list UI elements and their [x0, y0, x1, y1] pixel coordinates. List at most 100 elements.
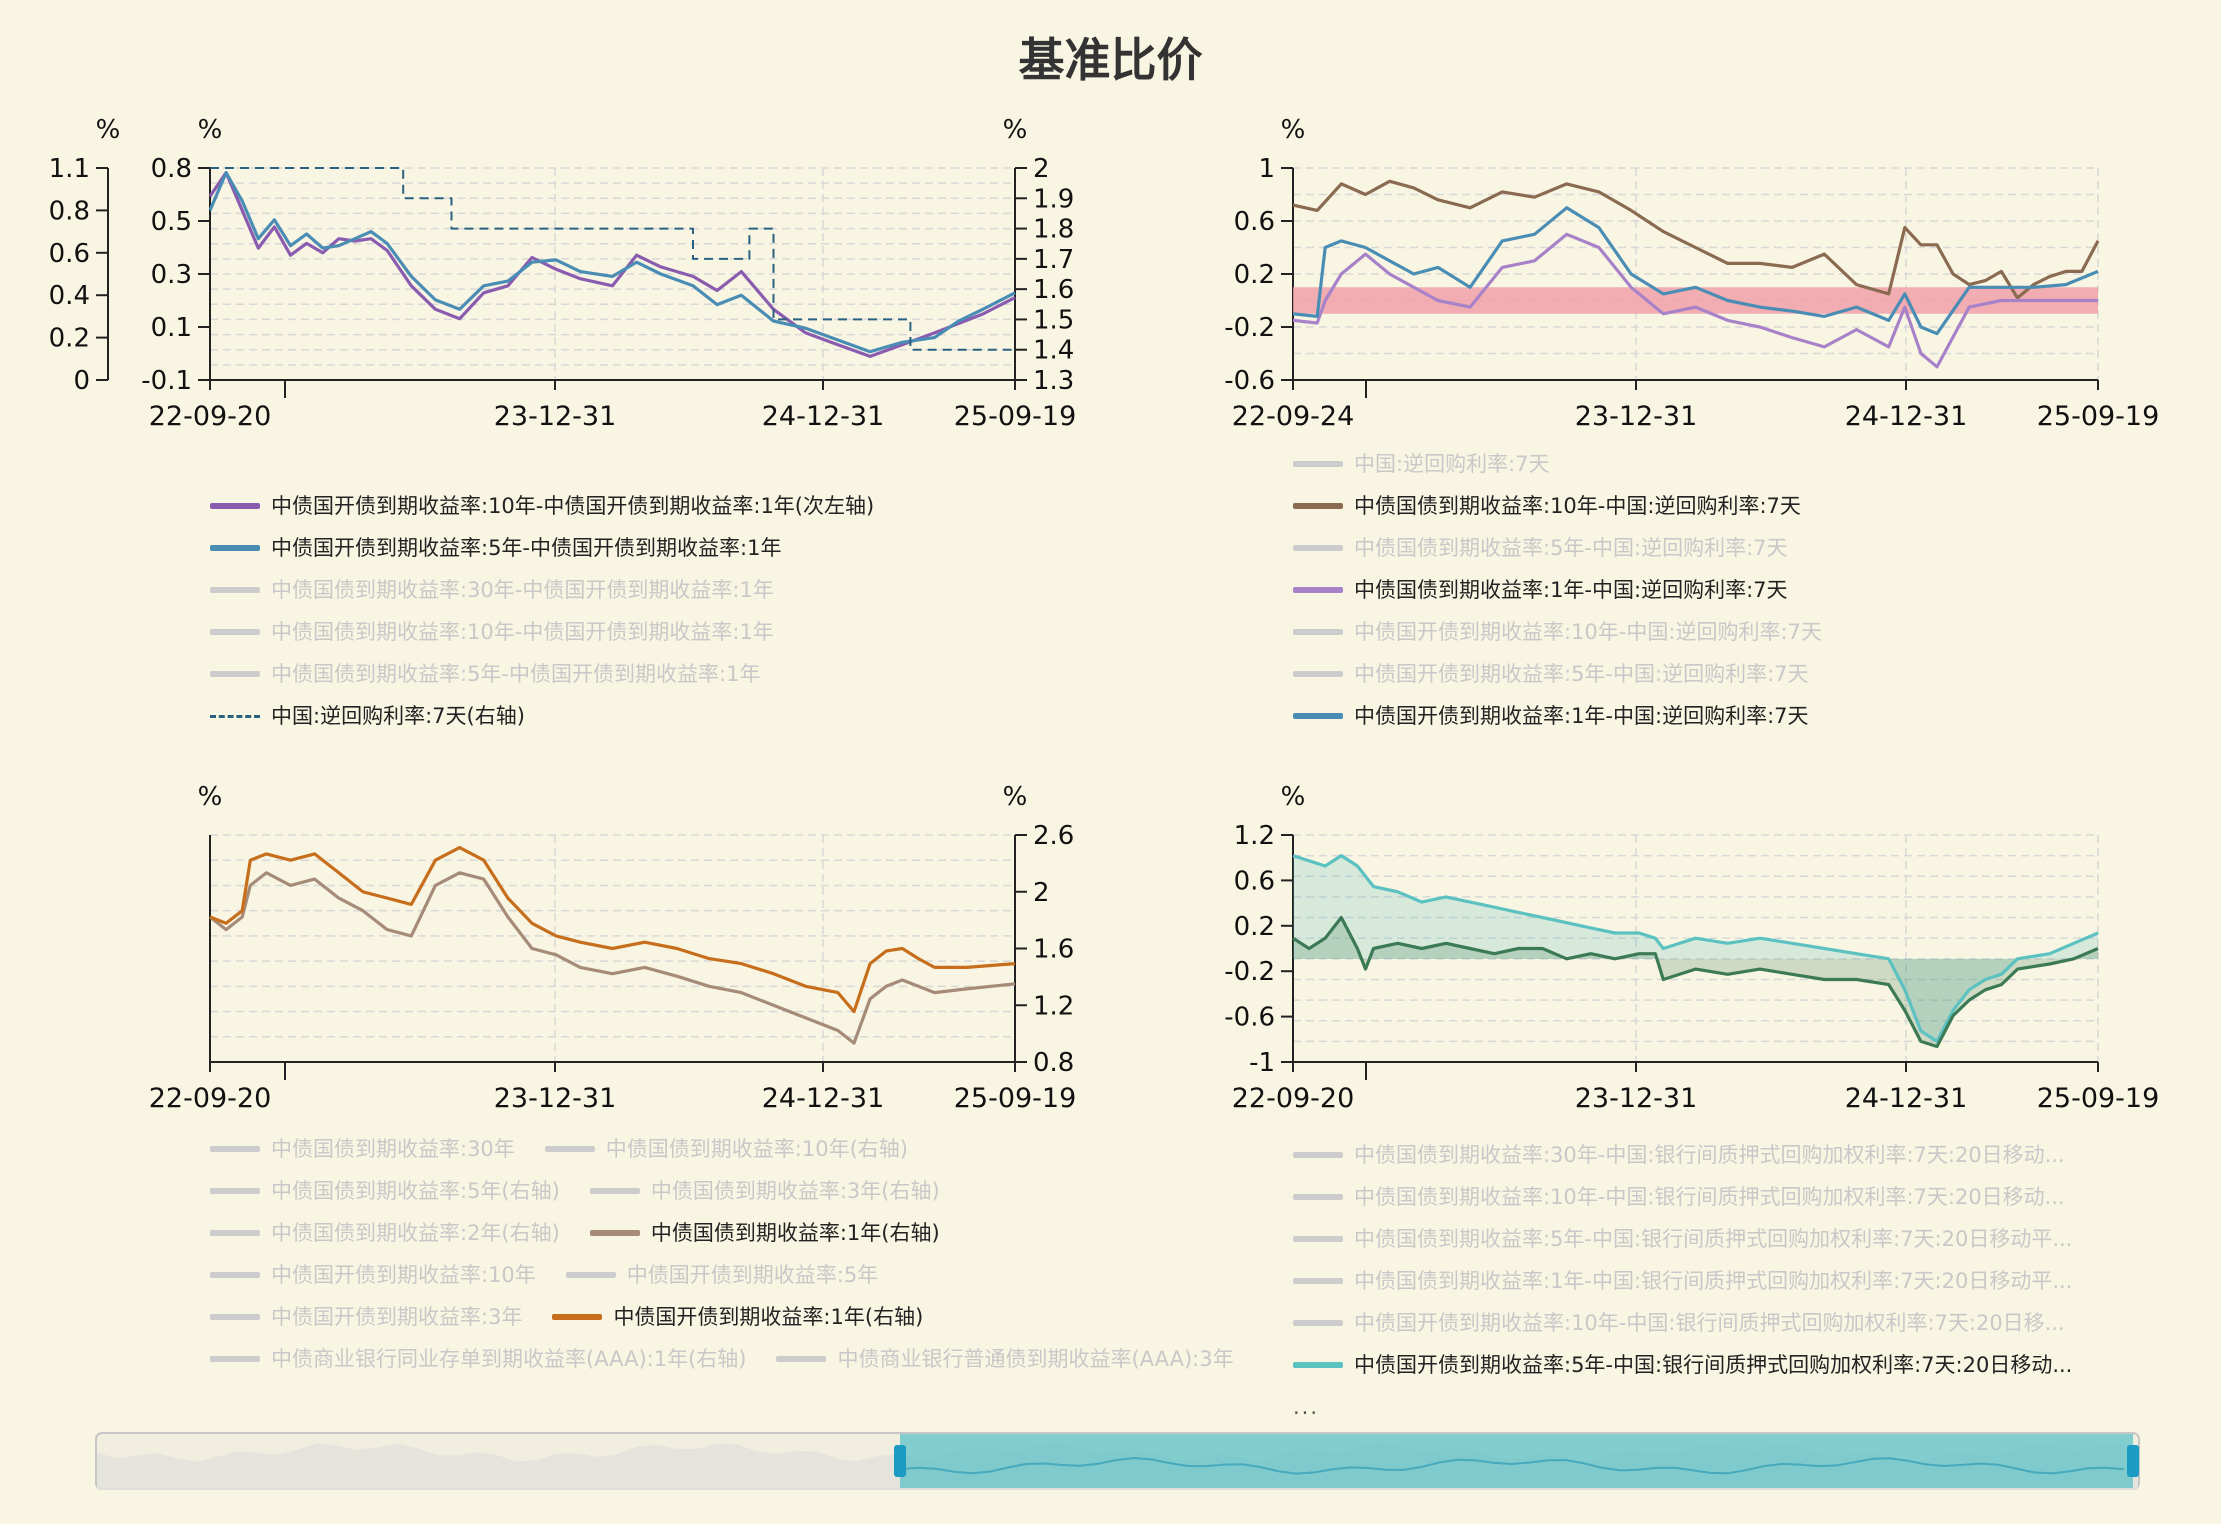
legend-item[interactable]: 中债国开债到期收益率:5年-中国:银行间质押式回购加权利率:7天:20日移动..… [1293, 1344, 2093, 1386]
legend-item[interactable]: 中债国债到期收益率:5年-中国:逆回购利率:7天 [1293, 527, 1822, 569]
legend-item[interactable]: 中债国开债到期收益率:5年-中债国开债到期收益率:1年 [210, 527, 874, 569]
legend-item[interactable]: 中债国开债到期收益率:1年(右轴) [552, 1296, 923, 1338]
right-tick-label: 1.8 [1033, 215, 1074, 245]
x-tick-label: 25-09-19 [954, 1083, 1077, 1114]
left-tick-label: 0.2 [1234, 912, 1275, 942]
legend-item[interactable]: 中债国债到期收益率:3年(右轴) [589, 1170, 940, 1212]
series-line-4-5 [1292, 854, 2099, 1043]
slider-handle-right[interactable] [2127, 1445, 2139, 1477]
legend-item[interactable]: 中债国开债到期收益率:3年 [210, 1296, 522, 1338]
legend-swatch [544, 1146, 595, 1152]
x-tick-label: 25-09-19 [2037, 1083, 2160, 1114]
right-tick-label: 2 [1033, 154, 1050, 184]
x-tick-label: 23-12-31 [1575, 1083, 1698, 1114]
legend-item[interactable]: 中债国开债到期收益率:5年-中国:逆回购利率:7天 [1293, 653, 1822, 695]
left-axis-unit: % [1281, 115, 1306, 145]
legend-swatch [565, 1272, 616, 1278]
slider-selected-range[interactable] [900, 1434, 2133, 1488]
legend-label: 中债国开债到期收益率:3年 [271, 1305, 523, 1329]
legend-item[interactable]: 中债国债到期收益率:30年-中国:银行间质押式回购加权利率:7天:20日移动..… [1293, 1134, 2093, 1176]
legend-chart-1: 中债国开债到期收益率:10年-中债国开债到期收益率:1年(次左轴) 中债国开债到期… [210, 485, 874, 737]
legend-item[interactable]: 中债国债到期收益率:30年 [210, 1128, 515, 1170]
legend-item[interactable]: 中国:逆回购利率:7天 [1293, 443, 1822, 485]
legend-item[interactable]: 中国:逆回购利率:7天(右轴) [210, 695, 874, 737]
legend-swatch [1293, 1194, 1343, 1200]
legend-item[interactable]: 中债商业银行同业存单到期收益率(AAA):1年(右轴) [210, 1338, 746, 1380]
legend-item[interactable]: 中债国债到期收益率:1年-中国:逆回购利率:7天 [1293, 569, 1822, 611]
series-line-3-9 [209, 846, 1016, 1014]
legend-item[interactable]: 中债国开债到期收益率:10年-中国:逆回购利率:7天 [1293, 611, 1822, 653]
left-axis-unit: % [198, 115, 223, 145]
right-tick-label: 1.6 [1033, 935, 1074, 965]
legend-item[interactable]: 中债国债到期收益率:1年(右轴) [589, 1212, 940, 1254]
legend-item[interactable]: 中债商业银行普通债到期收益率(AAA):3年 [776, 1338, 1234, 1380]
x-tick-label: 24-12-31 [1845, 1083, 1968, 1114]
right-tick-label: 1.3 [1033, 366, 1074, 396]
x-tick-label: 24-12-31 [1845, 401, 1968, 432]
legend-item[interactable]: 中债国债到期收益率:5年-中国:银行间质押式回购加权利率:7天:20日移动平..… [1293, 1218, 2093, 1260]
right-axis-unit: % [1003, 782, 1028, 812]
legend-swatch [1293, 1278, 1343, 1284]
legend-label: 中债国债到期收益率:5年-中国:银行间质押式回购加权利率:7天:20日移动平..… [1354, 1227, 2073, 1251]
legend-swatch [776, 1356, 827, 1362]
legend-swatch [210, 629, 260, 635]
legend-label: 中债国债到期收益率:30年-中债国开债到期收益率:1年 [271, 578, 774, 602]
legend-item[interactable]: 中债国开债到期收益率:10年 [210, 1254, 536, 1296]
legend-item[interactable]: 中债国债到期收益率:10年-中国:银行间质押式回购加权利率:7天:20日移动..… [1293, 1176, 2093, 1218]
legend-chart-2: 中国:逆回购利率:7天 中债国债到期收益率:10年-中国:逆回购利率:7天 中债国债… [1293, 443, 1822, 737]
legend-swatch [210, 1188, 260, 1194]
right-tick-label: 2.6 [1033, 821, 1074, 851]
legend-item[interactable]: 中债国开债到期收益率:5年 [565, 1254, 878, 1296]
series-line-3-5 [209, 871, 1016, 1045]
x-tick-label: 22-09-20 [1232, 1083, 1355, 1114]
legend-item[interactable]: 中债国债到期收益率:10年-中债国开债到期收益率:1年 [210, 611, 874, 653]
legend-label: 中债国开债到期收益率:10年-中债国开债到期收益率:1年(次左轴) [271, 494, 875, 518]
legend-row: 中债国开债到期收益率:10年 中债国开债到期收益率:5年 [210, 1254, 1264, 1296]
legend-more[interactable]: ... [1293, 1395, 1320, 1419]
x-tick-label: 25-09-19 [954, 401, 1077, 432]
legend-row: 中债国债到期收益率:2年(右轴) 中债国债到期收益率:1年(右轴) [210, 1212, 1264, 1254]
legend-row: 中债国债到期收益率:5年(右轴) 中债国债到期收益率:3年(右轴) [210, 1170, 1264, 1212]
legend-item[interactable]: 中债国债到期收益率:10年-中国:逆回购利率:7天 [1293, 485, 1822, 527]
legend-swatch [1293, 1152, 1343, 1158]
right-axis-unit: % [1003, 115, 1028, 145]
legend-item[interactable]: 中债国开债到期收益率:10年-中债国开债到期收益率:1年(次左轴) [210, 485, 874, 527]
legend-item[interactable]: 中债国债到期收益率:2年(右轴) [210, 1212, 560, 1254]
legend-item[interactable]: 中债国债到期收益率:5年(右轴) [210, 1170, 560, 1212]
x-tick-label: 24-12-31 [762, 1083, 885, 1114]
legend-swatch [1293, 1236, 1343, 1242]
x-tick-label: 23-12-31 [494, 401, 617, 432]
legend-swatch [210, 587, 260, 593]
legend-item[interactable]: 中债国债到期收益率:5年-中债国开债到期收益率:1年 [210, 653, 874, 695]
legend-item[interactable]: 中债国债到期收益率:10年(右轴) [544, 1128, 908, 1170]
legend-label: 中债国开债到期收益率:5年-中国:逆回购利率:7天 [1354, 662, 1809, 686]
legend-item[interactable]: 中债国债到期收益率:1年-中国:银行间质押式回购加权利率:7天:20日移动平..… [1293, 1260, 2093, 1302]
page-title: 基准比价 [1018, 33, 1203, 87]
legend-swatch [210, 545, 260, 551]
legend-item[interactable]: 中债国开债到期收益率:1年-中国:逆回购利率:7天 [1293, 695, 1822, 737]
legend-more-row: ... [1293, 1386, 2093, 1428]
slider-handle-left[interactable] [894, 1445, 906, 1477]
legend-swatch [210, 1314, 260, 1320]
legend-item[interactable]: 中债国开债到期收益率:10年-中国:银行间质押式回购加权利率:7天:20日移..… [1293, 1302, 2093, 1344]
legend-swatch [210, 503, 260, 509]
x-tick-label: 25-09-19 [2037, 401, 2160, 432]
legend-label: 中债商业银行普通债到期收益率(AAA):3年 [837, 1347, 1234, 1371]
data-zoom-slider[interactable] [95, 1432, 2140, 1490]
left-tick-label: 1.2 [1234, 821, 1275, 851]
right-tick-label: 1.9 [1033, 184, 1074, 214]
left2-tick-label: 0.4 [49, 281, 90, 311]
left-axis-unit: % [198, 782, 223, 812]
legend-swatch [1293, 1320, 1343, 1326]
legend-swatch [210, 1146, 260, 1152]
series-area-4-7 [1293, 917, 2098, 1047]
series-line-1-5 [210, 167, 1015, 351]
x-tick-label: 24-12-31 [762, 401, 885, 432]
legend-label: 中债国债到期收益率:10年(右轴) [605, 1137, 908, 1161]
legend-swatch [210, 671, 260, 677]
left-tick-label: -0.6 [1224, 1003, 1275, 1033]
legend-label: 中债国开债到期收益率:10年-中国:逆回购利率:7天 [1354, 620, 1822, 644]
legend-label: 中债国开债到期收益率:10年 [271, 1263, 536, 1287]
legend-item[interactable]: 中债国债到期收益率:30年-中债国开债到期收益率:1年 [210, 569, 874, 611]
slider-preview-line [899, 1456, 2125, 1475]
